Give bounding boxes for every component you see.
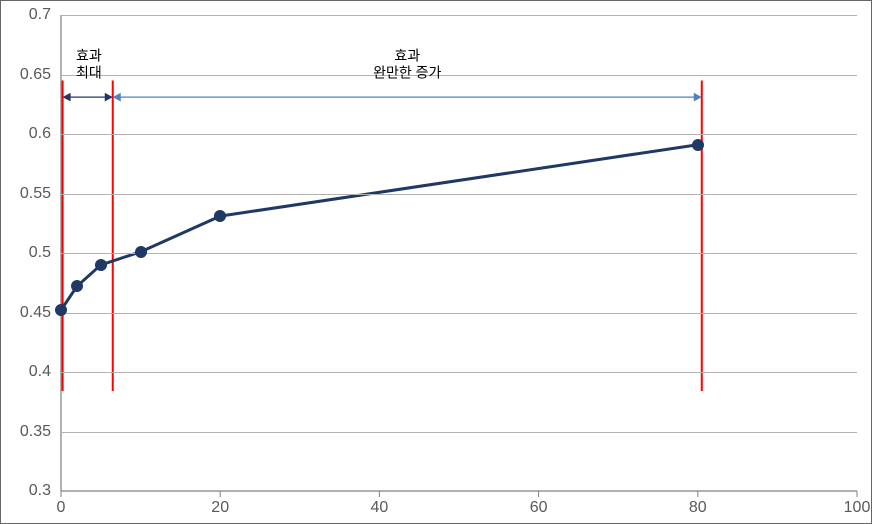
y-tick-label: 0.3 [29,482,51,500]
x-tick-label: 60 [530,499,548,517]
x-tick-label: 80 [689,499,707,517]
x-tick-label: 40 [370,499,388,517]
y-tick-label: 0.7 [29,6,51,24]
data-marker [55,304,67,316]
plot-area: 효과최대효과완만한 증가 [61,15,857,491]
y-tick-label: 0.4 [29,363,51,381]
x-tick-label: 0 [57,499,66,517]
y-tick-label: 0.65 [20,66,51,84]
gridline [61,372,857,373]
y-tick-label: 0.35 [20,423,51,441]
y-tick-label: 0.5 [29,244,51,262]
gridline [61,313,857,314]
gridline [61,253,857,254]
y-tick-label: 0.45 [20,304,51,322]
data-marker [71,280,83,292]
y-tick-label: 0.55 [20,185,51,203]
data-marker [95,259,107,271]
y-tick-label: 0.6 [29,125,51,143]
gridline [61,134,857,135]
x-tick-label: 20 [211,499,229,517]
x-tick-label: 100 [844,499,871,517]
data-marker [135,246,147,258]
gridline [61,194,857,195]
chart-container: 효과최대효과완만한 증가 0.3 0.35 0.4 0.45 0.5 0.55 0.6 0.6… [0,0,872,524]
gridline [61,15,857,16]
gridline [61,75,857,76]
data-line [61,145,698,310]
gridline [61,432,857,433]
data-marker [214,210,226,222]
data-marker [692,139,704,151]
